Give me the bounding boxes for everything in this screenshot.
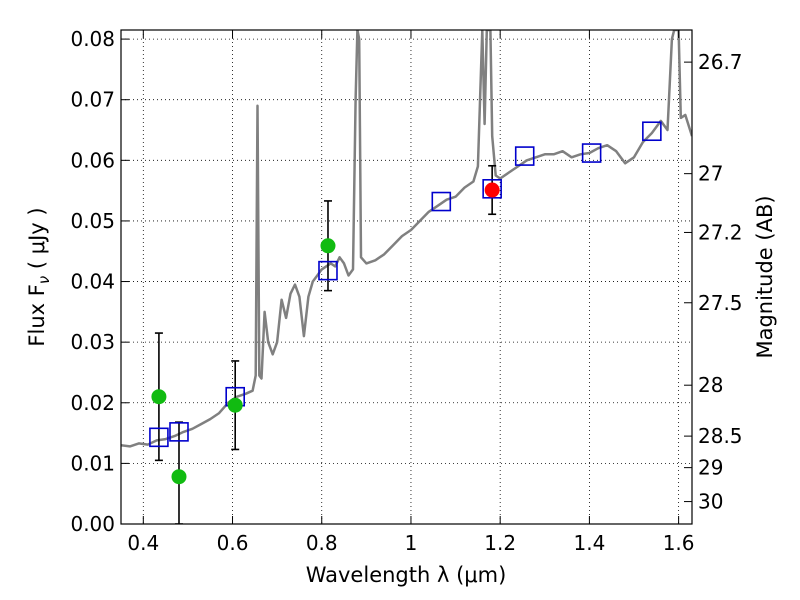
plot-frame [120,29,693,525]
observed-flux-marker [484,182,500,198]
model-flux-marker [318,260,338,281]
x-tick-label: 0.4 [127,531,159,555]
x-axis-label: Wavelength λ (μm) [306,563,507,587]
x-tick-label: 1.4 [573,531,605,555]
model-flux-marker [149,427,169,448]
x-tick-label: 0.8 [306,531,338,555]
spectrum-line-group [121,30,692,448]
model-flux-marker [431,191,452,212]
model-flux-marker [482,179,502,199]
observed-flux-marker [320,238,336,254]
model-flux-marker [581,143,602,163]
magnitude-tick-label: 27.5 [698,291,743,315]
observed-flux-marker [151,389,167,405]
magnitude-tick-label: 28.5 [698,424,743,448]
magnitude-tick-label: 28 [698,373,723,397]
y-tick-label: 0.00 [70,512,115,536]
magnitude-axis-label: Magnitude (AB) [753,195,777,358]
y-tick-label: 0.08 [70,27,115,51]
y-tick-label: 0.03 [70,330,115,354]
magnitude-tick-label: 27.2 [698,220,743,244]
y-axis-label-main: Flux F [25,284,49,346]
x-tick-label: 1.6 [663,531,695,555]
model-flux-marker [642,121,662,142]
y-tick-label: 0.02 [70,391,115,415]
axis-ticks: 0.4 0.6 0.8 1 1.2 1.4 1.6 0.00 0.01 0.02 0.03 0.04 0… [70,27,742,555]
sed-spectrum-line [121,30,692,448]
photometry-markers [149,121,662,485]
x-tick-label: 1 [405,531,418,555]
model-flux-marker [514,146,535,166]
y-tick-label: 0.01 [70,451,115,475]
y-axis-label-unit: ( μJy ) [25,207,49,275]
y-tick-label: 0.04 [70,270,115,294]
y-tick-label: 0.06 [70,148,115,172]
x-tick-label: 0.6 [217,531,249,555]
observed-flux-marker [171,469,187,485]
magnitude-tick-label: 27 [698,162,723,186]
magnitude-tick-label: 30 [698,490,723,514]
y-axis-label-sub: ν [35,276,53,284]
x-tick-label: 1.2 [484,531,516,555]
y-tick-label: 0.07 [70,88,115,112]
y-axis-label: Flux Fν ( μJy ) [25,207,53,346]
y-tick-label: 0.05 [70,209,115,233]
model-flux-marker [169,422,189,442]
magnitude-tick-label: 29 [698,456,723,480]
magnitude-tick-label: 26.7 [698,50,743,74]
observed-flux-marker [227,397,243,413]
